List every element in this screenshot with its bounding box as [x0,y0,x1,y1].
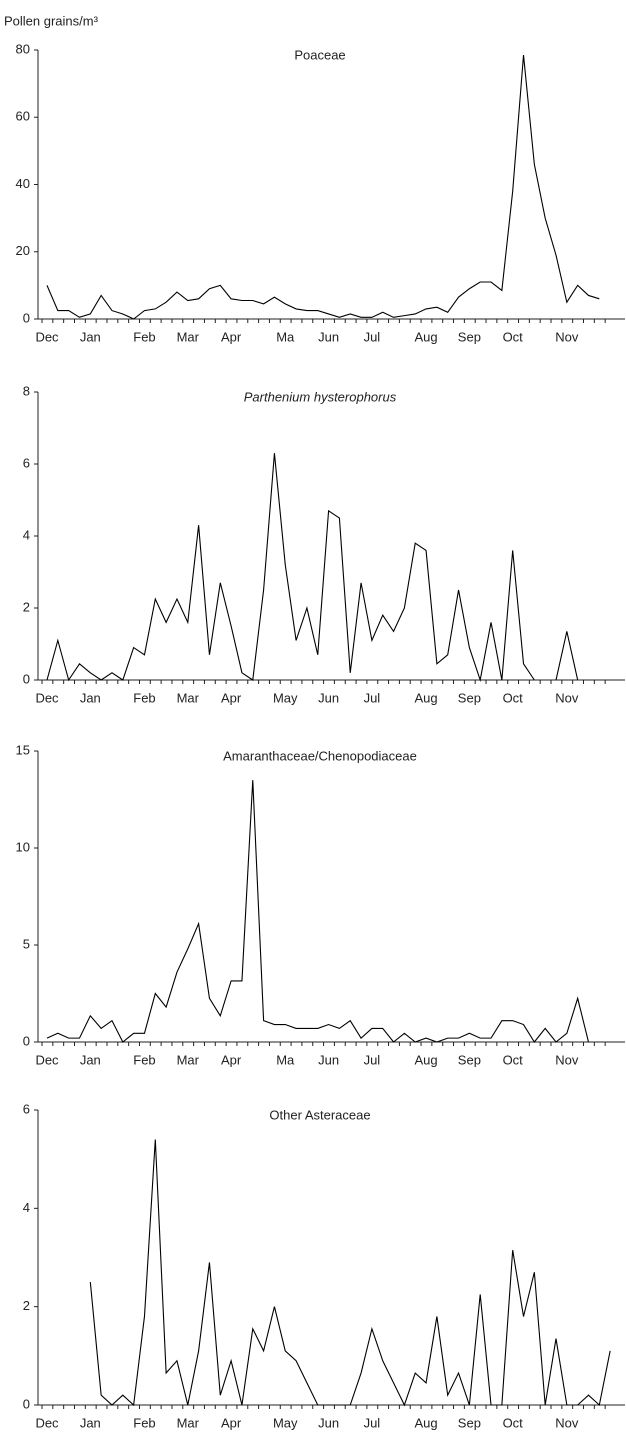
y-tick-label: 15 [16,742,30,757]
x-tick-label: Jun [318,690,339,705]
y-tick-label: 80 [16,41,30,56]
y-tick-label: 4 [23,1200,30,1215]
y-tick-label: 6 [23,1101,30,1116]
x-tick-label: Sep [458,1415,481,1430]
x-tick-label: Jun [318,1415,339,1430]
y-tick-label: 0 [23,671,30,686]
x-tick-label: Oct [503,1052,524,1067]
x-tick-label: Apr [221,690,242,705]
x-tick-label: Mar [177,329,200,344]
x-tick-label: Mar [177,1052,200,1067]
x-tick-label: Feb [133,1415,155,1430]
panel-title: Poaceae [294,47,345,62]
x-tick-label: Ma [276,329,295,344]
x-tick-label: Aug [414,1415,437,1430]
x-tick-label: Feb [133,1052,155,1067]
y-tick-label: 8 [23,383,30,398]
x-tick-label: Nov [555,690,579,705]
data-line [46,780,590,1043]
x-tick-label: Jan [80,1415,101,1430]
y-tick-label: 0 [23,310,30,325]
x-tick-label: Apr [221,1052,242,1067]
y-axis-label: Pollen grains/m³ [4,13,99,28]
y-tick-label: 0 [23,1033,30,1048]
x-tick-label: Jan [80,1052,101,1067]
x-tick-label: Jul [364,690,381,705]
x-tick-label: Jan [80,690,101,705]
y-tick-label: 20 [16,243,30,258]
x-tick-label: Jan [80,329,101,344]
x-tick-label: Sep [458,1052,481,1067]
panel-title: Other Asteraceae [269,1107,370,1122]
x-tick-label: May [273,1415,298,1430]
y-tick-label: 6 [23,455,30,470]
x-tick-label: Aug [414,1052,437,1067]
x-tick-label: Feb [133,329,155,344]
y-tick-label: 4 [23,527,30,542]
x-tick-label: Jul [364,1415,381,1430]
y-tick-label: 40 [16,176,30,191]
x-tick-label: Dec [35,329,59,344]
x-tick-label: Feb [133,690,155,705]
y-tick-label: 10 [16,839,30,854]
data-line [555,631,579,681]
x-tick-label: Apr [221,1415,242,1430]
x-tick-label: Jun [318,1052,339,1067]
y-tick-label: 0 [23,1396,30,1411]
panel-title: Amaranthaceae/Chenopodiaceae [223,748,417,763]
x-tick-label: Nov [555,1052,579,1067]
x-tick-label: Mar [177,1415,200,1430]
y-tick-label: 2 [23,1298,30,1313]
x-tick-label: Aug [414,690,437,705]
data-line [89,1139,611,1407]
x-tick-label: Dec [35,690,59,705]
x-tick-label: Dec [35,1415,59,1430]
x-tick-label: Apr [221,329,242,344]
y-tick-label: 5 [23,936,30,951]
x-tick-label: Nov [555,1415,579,1430]
x-tick-label: Oct [503,690,524,705]
x-tick-label: Jun [318,329,339,344]
x-tick-label: Jul [364,1052,381,1067]
data-line [46,453,535,683]
panel-title: Parthenium hysterophorus [244,389,397,404]
x-tick-label: Ma [276,1052,295,1067]
x-tick-label: Nov [555,329,579,344]
x-tick-label: Mar [177,690,200,705]
x-tick-label: May [273,690,298,705]
x-tick-label: Jul [364,329,381,344]
y-tick-label: 2 [23,599,30,614]
x-tick-label: Sep [458,329,481,344]
x-tick-label: Aug [414,329,437,344]
data-line [46,54,600,320]
x-tick-label: Oct [503,329,524,344]
x-tick-label: Sep [458,690,481,705]
x-tick-label: Oct [503,1415,524,1430]
y-tick-label: 60 [16,109,30,124]
x-tick-label: Dec [35,1052,59,1067]
